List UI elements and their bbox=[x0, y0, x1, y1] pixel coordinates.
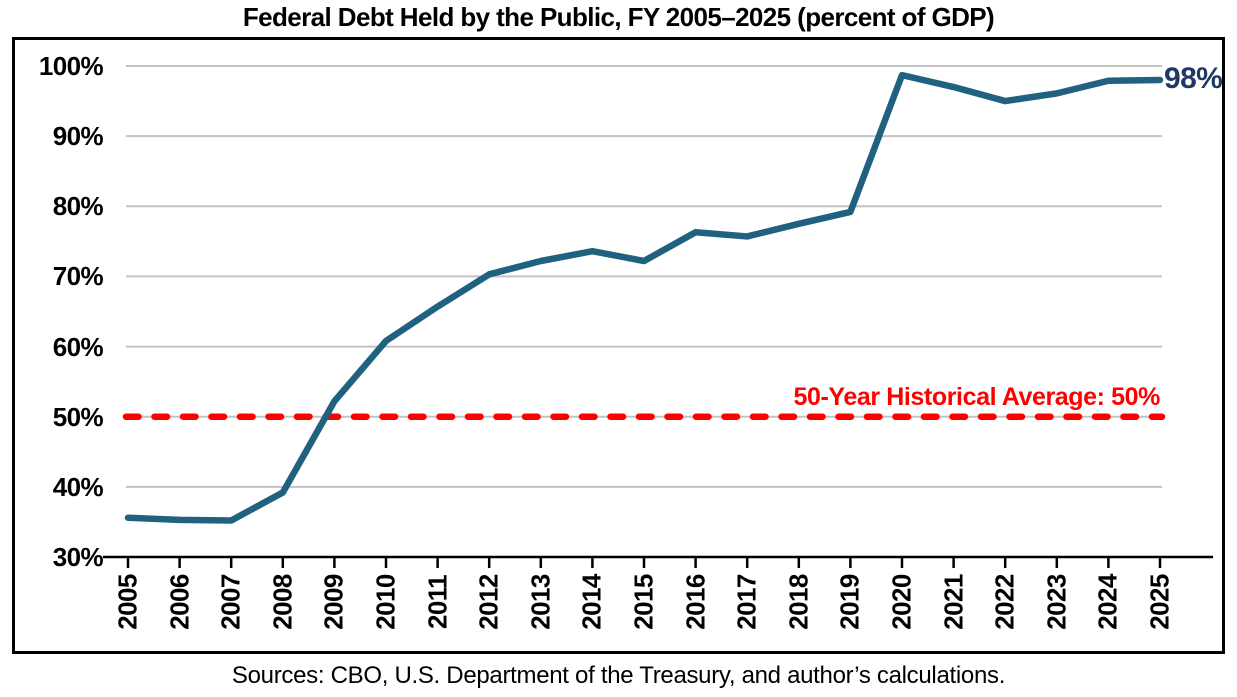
debt-line bbox=[124, 71, 1164, 524]
x-axis-label: 2005 bbox=[112, 574, 143, 630]
y-axis-label: 70% bbox=[52, 261, 104, 292]
x-axis-label: 2024 bbox=[1092, 574, 1123, 630]
x-axis-label: 2011 bbox=[422, 574, 453, 630]
x-axis-label: 2025 bbox=[1144, 574, 1175, 630]
x-axis-label: 2008 bbox=[267, 574, 298, 630]
x-axis-label: 2023 bbox=[1041, 574, 1072, 630]
x-axis-label: 2018 bbox=[783, 574, 814, 630]
x-axis-label: 2014 bbox=[576, 574, 607, 630]
x-axis-label: 2015 bbox=[628, 574, 659, 630]
y-axis-label: 40% bbox=[52, 471, 104, 502]
source-note: Sources: CBO, U.S. Department of the Tre… bbox=[231, 662, 1006, 689]
x-axis-label: 2020 bbox=[886, 574, 917, 630]
x-axis-label: 2007 bbox=[215, 574, 246, 630]
x-axis-label: 2010 bbox=[370, 574, 401, 630]
x-axis-label: 2022 bbox=[989, 574, 1020, 630]
x-axis-label: 2013 bbox=[525, 574, 556, 630]
y-axis-label: 90% bbox=[52, 121, 104, 152]
chart-border bbox=[12, 37, 1225, 654]
x-axis-label: 2017 bbox=[731, 574, 762, 630]
x-axis-label: 2006 bbox=[164, 574, 195, 630]
y-axis-label: 50% bbox=[52, 401, 104, 432]
y-axis-label: 80% bbox=[52, 191, 104, 222]
y-axis-label: 100% bbox=[38, 51, 104, 81]
y-axis-label: 60% bbox=[52, 331, 104, 362]
end-value-label: 98% bbox=[1164, 62, 1223, 96]
x-axis-label: 2021 bbox=[938, 574, 969, 630]
x-axis-label: 2019 bbox=[834, 574, 865, 630]
x-axis-label: 2016 bbox=[680, 574, 711, 630]
y-axis-label: 30% bbox=[52, 542, 104, 572]
x-axis-label: 2012 bbox=[473, 574, 504, 630]
x-axis-label: 2009 bbox=[318, 574, 349, 630]
chart-title: Federal Debt Held by the Public, FY 2005… bbox=[242, 2, 995, 32]
reference-average-label: 50-Year Historical Average: 50% bbox=[793, 383, 1160, 411]
